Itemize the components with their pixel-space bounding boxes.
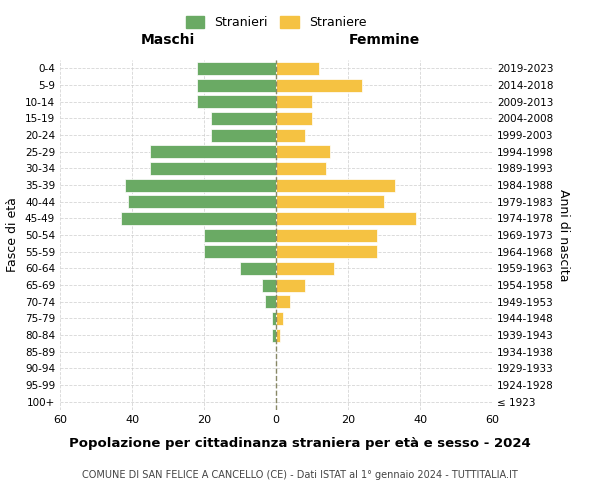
Bar [211, 128, 276, 141]
Y-axis label: Anni di nascita: Anni di nascita [557, 188, 570, 281]
Bar [204, 245, 276, 258]
Text: COMUNE DI SAN FELICE A CANCELLO (CE) - Dati ISTAT al 1° gennaio 2024 - TUTTITALI: COMUNE DI SAN FELICE A CANCELLO (CE) - D… [82, 470, 518, 480]
Bar [276, 295, 290, 308]
Legend: Stranieri, Straniere: Stranieri, Straniere [181, 11, 371, 34]
Bar [197, 95, 276, 108]
Bar [276, 278, 305, 291]
Bar [204, 228, 276, 241]
Bar [276, 262, 334, 275]
Bar [276, 95, 312, 108]
Bar [125, 178, 276, 192]
Bar [197, 62, 276, 75]
Bar [128, 195, 276, 208]
Bar [276, 312, 283, 325]
Bar [211, 112, 276, 125]
Bar [150, 162, 276, 175]
Bar [276, 212, 416, 225]
Text: Femmine: Femmine [349, 32, 419, 46]
Bar [272, 312, 276, 325]
Text: Popolazione per cittadinanza straniera per età e sesso - 2024: Popolazione per cittadinanza straniera p… [69, 438, 531, 450]
Bar [276, 228, 377, 241]
Bar [265, 295, 276, 308]
Bar [240, 262, 276, 275]
Text: Maschi: Maschi [141, 32, 195, 46]
Bar [276, 78, 362, 92]
Bar [276, 145, 330, 158]
Bar [276, 328, 280, 342]
Bar [276, 245, 377, 258]
Bar [121, 212, 276, 225]
Bar [276, 112, 312, 125]
Bar [276, 162, 326, 175]
Y-axis label: Fasce di età: Fasce di età [7, 198, 19, 272]
Bar [276, 195, 384, 208]
Bar [262, 278, 276, 291]
Bar [276, 178, 395, 192]
Bar [150, 145, 276, 158]
Bar [276, 128, 305, 141]
Bar [197, 78, 276, 92]
Bar [276, 62, 319, 75]
Bar [272, 328, 276, 342]
